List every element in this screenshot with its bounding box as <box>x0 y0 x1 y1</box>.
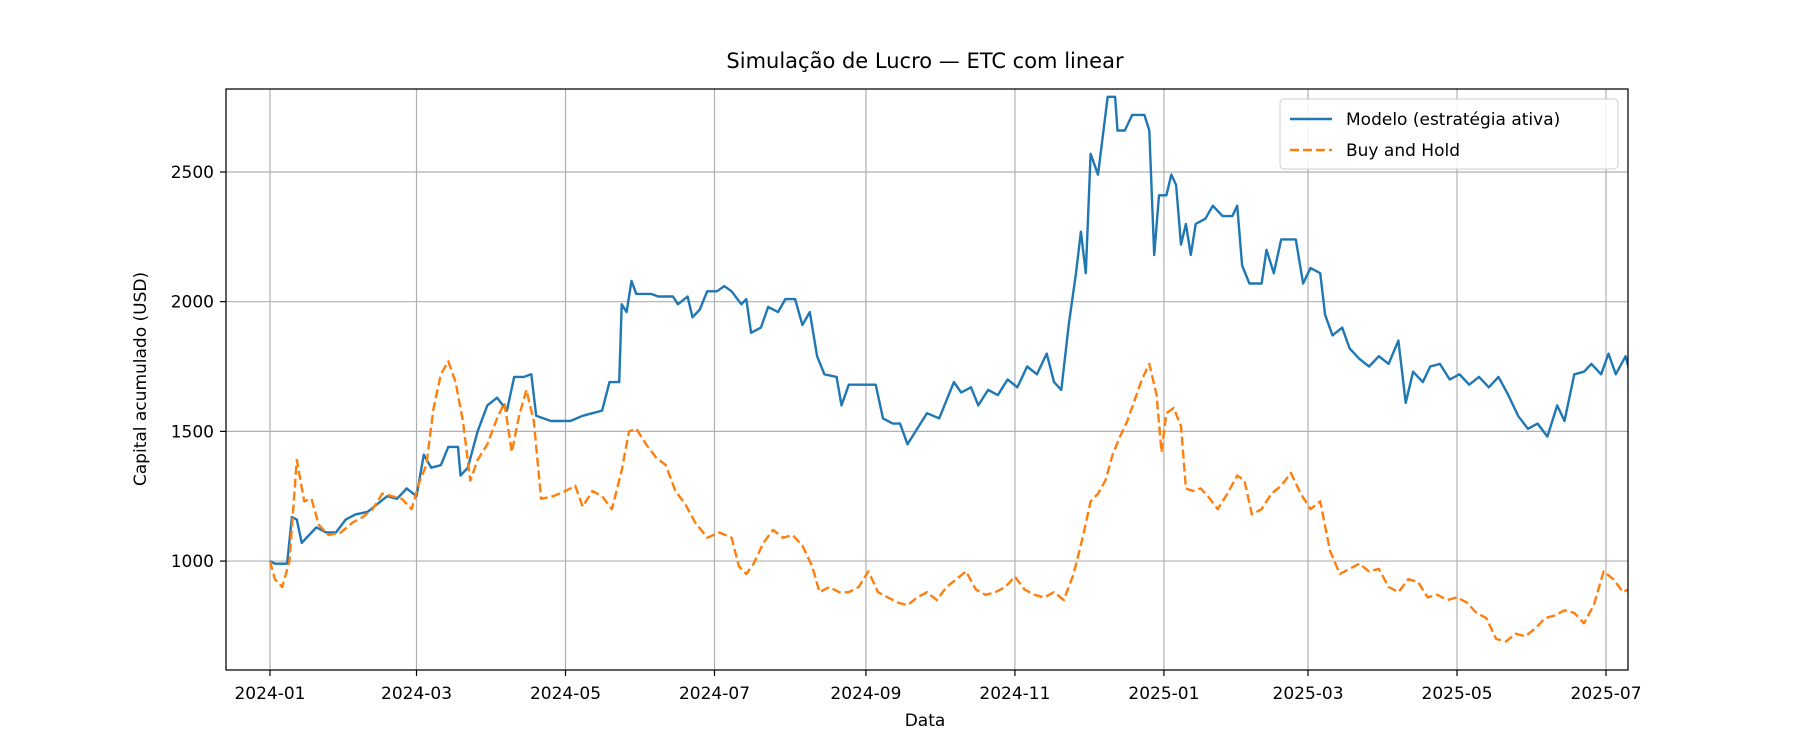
x-tick-label: 2025-03 <box>1273 684 1344 704</box>
x-tick-label: 2024-09 <box>830 684 901 704</box>
x-tick-label: 2025-07 <box>1571 684 1642 704</box>
y-tick-label: 1500 <box>171 422 214 442</box>
x-axis-label: Data <box>905 711 946 731</box>
x-tick-label: 2025-05 <box>1422 684 1493 704</box>
x-axis-ticks: 2024-01 2024-03 2024-05 2024-07 2024-09 2024-… <box>234 670 1642 704</box>
x-tick-label: 2025-01 <box>1128 684 1199 704</box>
chart-title: Simulação de Lucro — ETC com linear <box>726 49 1124 73</box>
legend-label: Buy and Hold <box>1346 141 1460 161</box>
y-tick-label: 2500 <box>171 163 214 183</box>
x-tick-label: 2024-05 <box>530 684 601 704</box>
series-lines <box>268 95 1628 643</box>
y-axis-label: Capital acumulado (USD) <box>131 272 151 486</box>
y-tick-label: 2000 <box>171 293 214 313</box>
series-line-buy-and-hold <box>268 360 1628 643</box>
series-line-modelo <box>269 95 1628 565</box>
x-tick-label: 2024-03 <box>381 684 452 704</box>
legend-label: Modelo (estratégia ativa) <box>1346 110 1560 130</box>
legend: Modelo (estratégia ativa) Buy and Hold <box>1279 98 1619 170</box>
legend-box <box>1279 98 1619 170</box>
y-axis-ticks: 1000 1500 2000 2500 <box>171 163 226 572</box>
grid-lines <box>226 89 1628 670</box>
x-tick-label: 2024-11 <box>979 684 1050 704</box>
y-tick-label: 1000 <box>171 552 214 572</box>
plot-frame <box>225 88 1629 671</box>
x-tick-label: 2024-07 <box>679 684 750 704</box>
x-tick-label: 2024-01 <box>234 684 305 704</box>
